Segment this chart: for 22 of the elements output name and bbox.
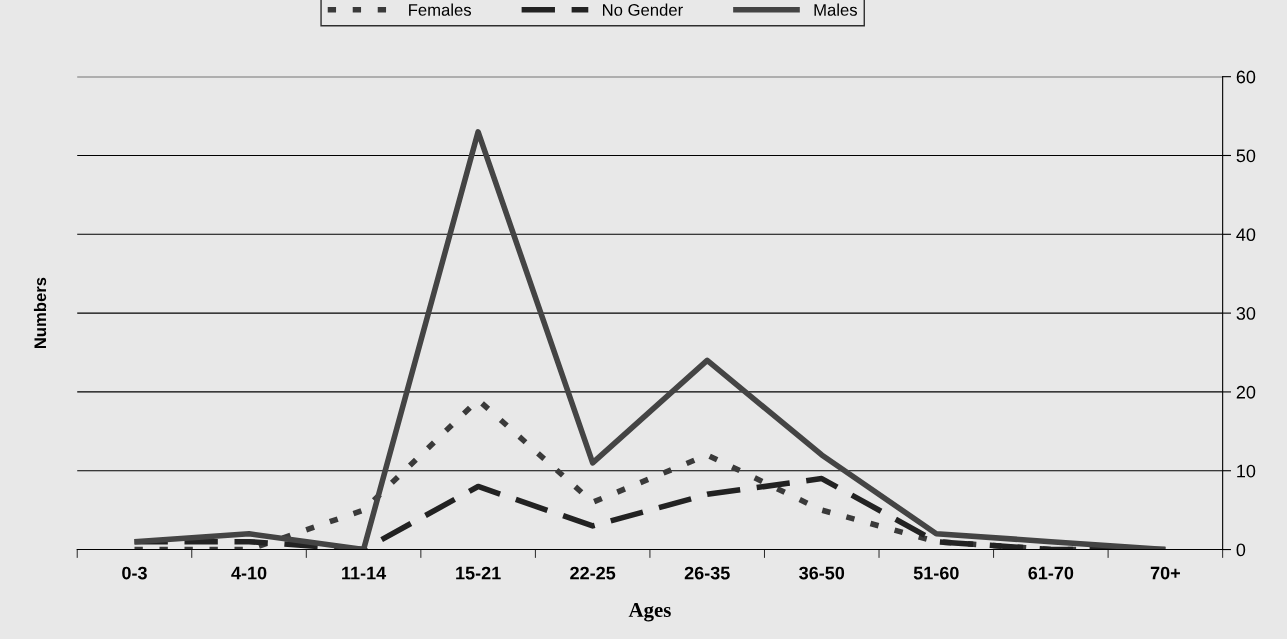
x-tick-label: 11-14 bbox=[342, 566, 387, 580]
x-tick-label: 61-70 bbox=[1028, 566, 1074, 580]
x-axis-title: Ages bbox=[628, 603, 671, 622]
x-tick-label: 4-10 bbox=[231, 566, 267, 580]
x-tick-label: 36-50 bbox=[799, 566, 845, 580]
y-tick-label: 10 bbox=[1237, 464, 1256, 478]
x-tick-label: 15-21 bbox=[456, 566, 501, 580]
legend-label: Males bbox=[814, 3, 857, 16]
x-tick-label: 22-25 bbox=[570, 566, 616, 580]
x-tick-label: 70+ bbox=[1150, 566, 1180, 580]
y-tick-label: 0 bbox=[1236, 543, 1246, 557]
y-tick-label: 60 bbox=[1236, 70, 1256, 84]
x-tick-label: 26-35 bbox=[684, 566, 730, 580]
y-tick-label: 30 bbox=[1236, 307, 1256, 320]
legend-label: No Gender bbox=[602, 3, 683, 16]
y-tick-label: 40 bbox=[1236, 228, 1256, 242]
y-tick-label: 20 bbox=[1236, 385, 1256, 399]
x-tick-label: 51-60 bbox=[913, 566, 959, 580]
x-tick-label: 0-3 bbox=[122, 566, 147, 580]
legend-label: Females bbox=[409, 3, 472, 16]
y-tick-label: 50 bbox=[1236, 149, 1256, 163]
y-axis-title: Numbers bbox=[33, 277, 47, 349]
